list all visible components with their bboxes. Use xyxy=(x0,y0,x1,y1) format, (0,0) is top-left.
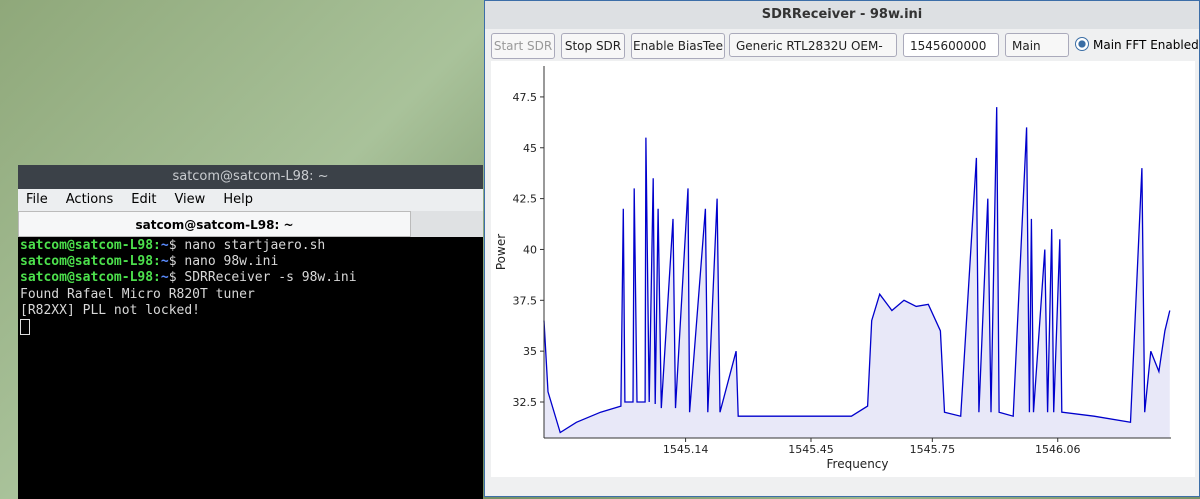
y-tick-label: 45 xyxy=(523,142,537,155)
command: $ nano startjaero.sh xyxy=(168,238,326,253)
biastee-button[interactable]: Enable BiasTee xyxy=(631,33,725,59)
menu-item[interactable]: Actions xyxy=(65,192,114,207)
menu-item[interactable]: File xyxy=(26,192,48,207)
sdr-window: SDRReceiver - 98w.ini Start SDR Stop SDR… xyxy=(484,0,1200,497)
start-button[interactable]: Start SDR xyxy=(491,33,555,59)
device-select[interactable]: Generic RTL2832U OEM-15 xyxy=(729,33,897,77)
prompt-path: ~ xyxy=(160,238,169,253)
spectrum-line xyxy=(543,107,1171,434)
cursor xyxy=(20,319,30,336)
radio-label[interactable]: Main FFT Enabled xyxy=(1093,38,1199,52)
menu-item[interactable]: View xyxy=(174,192,206,207)
command: $ nano 98w.ini xyxy=(168,254,279,270)
y-tick-label: 37.5 xyxy=(513,294,538,307)
frequency-spin[interactable]: 1545600000 xyxy=(903,33,999,57)
terminal-line: satcom@satcom-L98:~$ nano startjaero.sh xyxy=(20,238,480,254)
x-tick-label: 1545.14 xyxy=(663,443,709,456)
prompt: satcom@satcom-L98: xyxy=(20,238,161,253)
y-axis-label: Power xyxy=(494,234,508,270)
output-line: [R82XX] PLL not locked! xyxy=(20,302,201,318)
prompt: satcom@satcom-L98: xyxy=(20,254,161,270)
terminal-title: satcom@satcom-L98: ~ xyxy=(18,165,483,189)
y-tick-label: 32.5 xyxy=(513,396,538,409)
mode-select[interactable]: Main xyxy=(1005,33,1069,57)
menu-item[interactable]: Help xyxy=(223,192,253,207)
terminal-window: satcom@satcom-L98: ~ File Actions Edit View… xyxy=(18,165,483,499)
x-tick-label: 1546.06 xyxy=(1035,443,1081,456)
prompt-path: ~ xyxy=(160,270,169,286)
y-tick-label: 42.5 xyxy=(513,193,538,206)
command: $ SDRReceiver -s 98w.ini xyxy=(168,270,357,286)
terminal-line: satcom@satcom-L98:~$ SDRReceiver -s 98w.… xyxy=(20,270,480,286)
terminal-output: satcom@satcom-L98:~$ nano startjaero.sh s… xyxy=(20,238,480,336)
chart: 32.5 35 37.5 40 42.5 45 47.5 1545.14 1545.45 1545… xyxy=(491,61,1195,477)
terminal-line: satcom@satcom-L98:~$ nano 98w.ini xyxy=(20,254,480,270)
terminal-menu: File Actions Edit View Help xyxy=(18,189,483,211)
tab-bar xyxy=(411,211,483,237)
radio-button[interactable] xyxy=(1075,37,1089,51)
x-tick-label: 1545.75 xyxy=(910,443,956,456)
x-axis-label: Frequency xyxy=(827,457,889,471)
y-tick-label: 35 xyxy=(523,345,537,358)
menu-item[interactable]: Edit xyxy=(131,192,157,207)
window-title: SDRReceiver - 98w.ini xyxy=(485,1,1199,29)
y-tick-label: 40 xyxy=(523,243,537,256)
prompt: satcom@satcom-L98: xyxy=(20,270,161,286)
x-tick-label: 1545.45 xyxy=(788,443,834,456)
output-line: Found Rafael Micro R820T tuner xyxy=(20,286,255,302)
y-tick-label: 47.5 xyxy=(513,91,538,104)
stop-button[interactable]: Stop SDR xyxy=(561,33,625,59)
terminal-tab[interactable]: satcom@satcom-L98: ~ xyxy=(18,211,411,237)
prompt-path: ~ xyxy=(160,254,169,270)
area-fill xyxy=(544,107,1170,438)
